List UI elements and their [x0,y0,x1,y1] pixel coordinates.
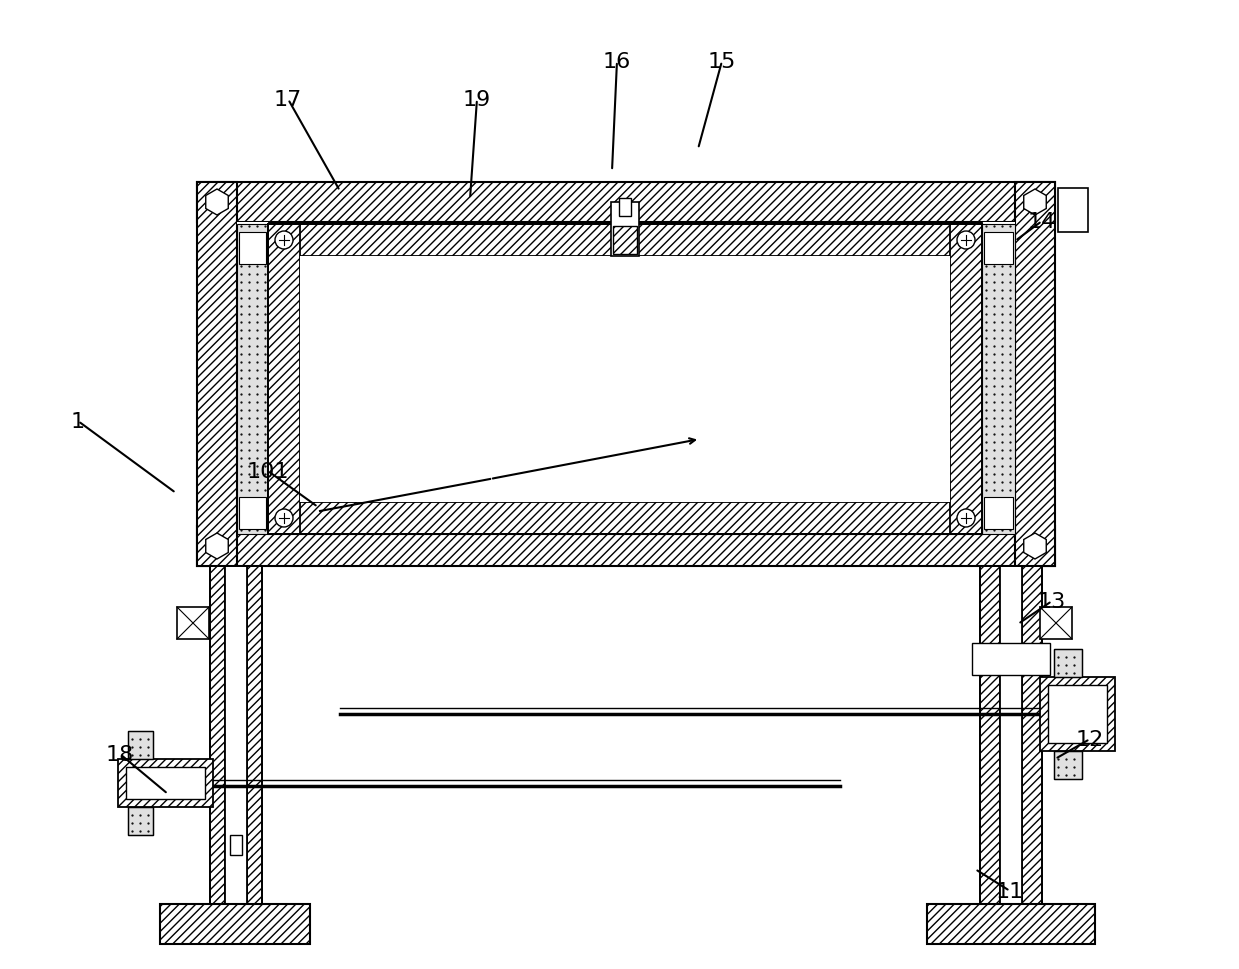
Bar [268,225,300,535]
Bar [197,526,1054,567]
Bar [950,225,983,535]
Bar [128,807,152,835]
Bar [620,199,631,217]
Text: 15: 15 [707,52,736,72]
Bar [1000,567,1022,904]
Bar [268,503,983,535]
Bar [118,760,213,807]
Bar [160,904,310,944]
Bar [239,233,266,265]
Bar [268,225,983,257]
Bar [927,904,1095,944]
Text: 11: 11 [996,881,1025,901]
Bar [980,567,1000,904]
Polygon shape [1023,534,1046,559]
Circle shape [957,232,975,250]
Bar [126,767,204,799]
Circle shape [275,232,292,250]
Bar [177,608,209,640]
Bar [268,223,983,225]
Text: 1: 1 [71,412,85,431]
Bar [1058,189,1088,233]
Bar [983,225,1015,535]
Text: 18: 18 [105,744,134,765]
Bar [225,567,247,904]
Text: 101: 101 [247,461,289,482]
Bar [209,567,225,904]
Bar [1015,183,1054,567]
Text: 19: 19 [463,90,491,109]
Bar [613,227,637,255]
Bar [1048,685,1106,743]
Bar [300,257,950,503]
Bar [197,183,237,567]
Text: 12: 12 [1075,730,1104,749]
Bar [611,203,639,257]
Bar [1040,608,1072,640]
Bar [1054,649,1082,677]
Bar [268,526,983,535]
Polygon shape [206,534,228,559]
Text: 14: 14 [1028,212,1056,232]
Bar [984,497,1014,529]
Bar [237,225,268,535]
Polygon shape [206,190,228,216]
Circle shape [957,510,975,527]
Bar [984,233,1014,265]
Text: 17: 17 [274,90,302,109]
Text: 13: 13 [1038,591,1066,611]
Bar [1054,649,1082,677]
Bar [230,835,242,855]
Polygon shape [1023,190,1046,216]
Bar [1054,751,1082,779]
Bar [237,223,1015,526]
Bar [128,732,152,760]
Circle shape [275,510,292,527]
Bar [1022,567,1042,904]
Bar [247,567,261,904]
Bar [128,732,152,760]
Bar [1040,677,1115,751]
Bar [1054,751,1082,779]
Bar [239,497,266,529]
Bar [973,643,1049,675]
Bar [197,183,1054,223]
Bar [128,807,152,835]
Text: 16: 16 [603,52,631,72]
